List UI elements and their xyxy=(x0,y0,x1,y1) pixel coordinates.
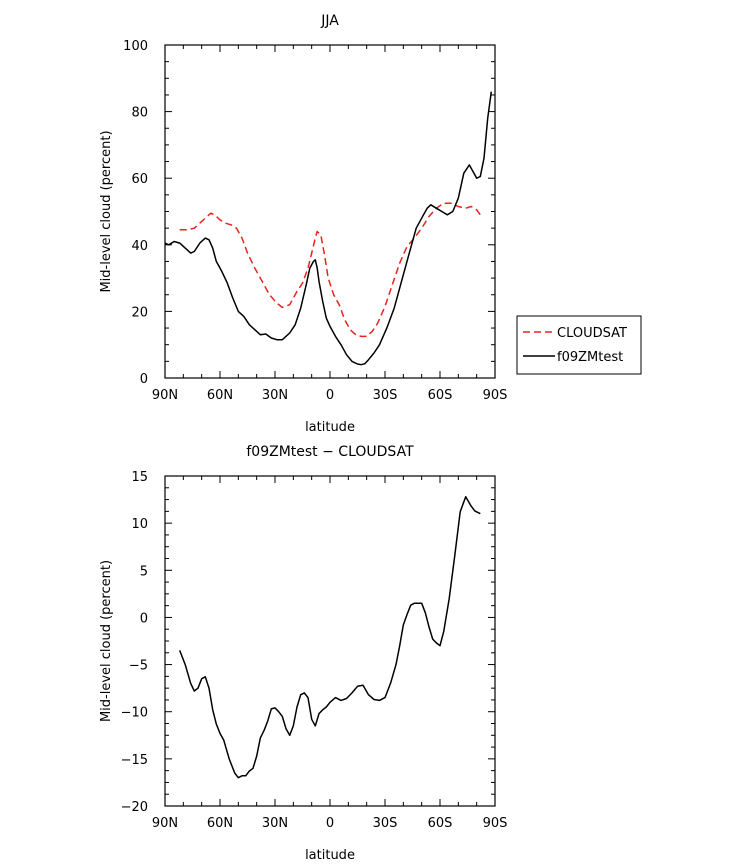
panel-top-cloud-fraction: JJA 90N 60N 30N 0 30S 60S 90S 0 20 40 60 80 100 latitu… xyxy=(99,13,507,435)
x-tick-label: 30N xyxy=(262,388,288,403)
chart-title: f09ZMtest − CLOUDSAT xyxy=(246,444,414,460)
x-tick-label: 60S xyxy=(428,816,453,831)
x-tick-label: 0 xyxy=(326,816,334,831)
y-tick-label: 80 xyxy=(131,106,148,121)
y-tick-label: 40 xyxy=(131,239,148,254)
x-tick-label: 30S xyxy=(373,388,398,403)
y-tick-label: 0 xyxy=(140,372,148,387)
legend-box xyxy=(516,315,642,375)
x-tick-label: 30S xyxy=(373,816,398,831)
x-tick-label: 90S xyxy=(483,816,508,831)
y-tick-label: −15 xyxy=(121,753,148,768)
x-tick-label: 0 xyxy=(326,388,334,403)
y-tick-label: 100 xyxy=(123,39,148,54)
series-line-difference xyxy=(179,495,481,779)
series-line-f09zmtest xyxy=(164,91,493,366)
legend-label-cloudsat: CLOUDSAT xyxy=(557,326,627,341)
x-tick-label: 30N xyxy=(262,816,288,831)
plot-frame xyxy=(164,44,496,379)
y-tick-label: 60 xyxy=(131,172,148,187)
x-axis-label: latitude xyxy=(305,420,355,435)
legend: CLOUDSAT f09ZMtest xyxy=(516,315,642,375)
panel-bottom-difference: f09ZMtest − CLOUDSAT 90N 60N 30N 0 30S 60S 90S −… xyxy=(99,444,507,863)
x-tick-label: 90S xyxy=(483,388,508,403)
y-tick-label: 0 xyxy=(140,611,148,626)
y-axis-label: Mid-level cloud (percent) xyxy=(99,130,114,292)
y-tick-label: 15 xyxy=(131,470,148,485)
x-tick-label: 60N xyxy=(207,816,233,831)
x-tick-label: 60N xyxy=(207,388,233,403)
y-tick-label: 10 xyxy=(131,517,148,532)
y-tick-label: 20 xyxy=(131,305,148,320)
legend-label-f09zmtest: f09ZMtest xyxy=(557,350,623,365)
x-tick-label: 90N xyxy=(152,388,178,403)
y-tick-label: 5 xyxy=(140,564,148,579)
x-axis-label: latitude xyxy=(305,848,355,863)
x-tick-label: 60S xyxy=(428,388,453,403)
y-axis-label: Mid-level cloud (percent) xyxy=(99,560,114,722)
y-tick-label: −20 xyxy=(121,800,148,815)
y-tick-label: −5 xyxy=(129,659,148,674)
chart-title: JJA xyxy=(320,13,339,29)
series-line-cloudsat xyxy=(179,202,481,338)
x-tick-label: 90N xyxy=(152,816,178,831)
plot-frame xyxy=(164,475,496,807)
y-tick-label: −10 xyxy=(121,706,148,721)
